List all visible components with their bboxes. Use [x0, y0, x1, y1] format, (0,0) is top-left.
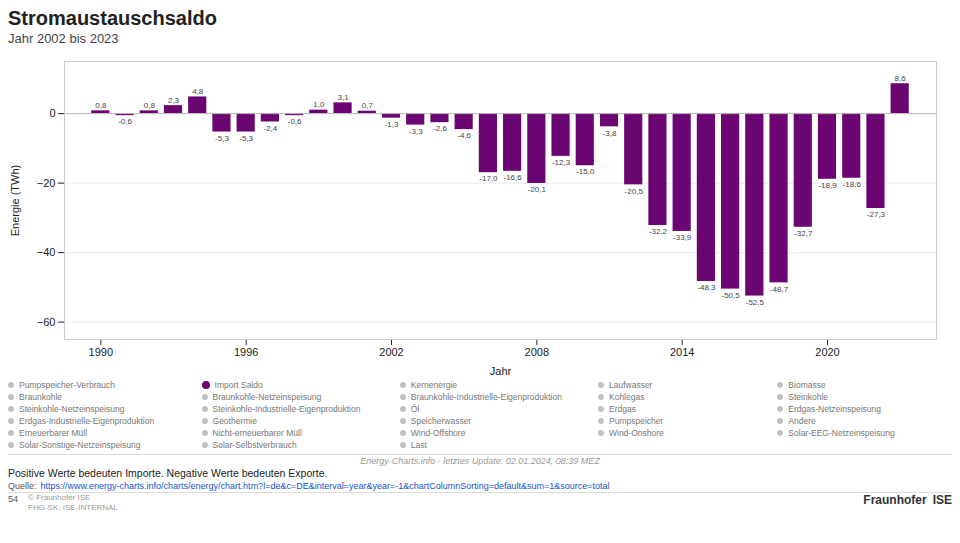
svg-text:-5,3: -5,3: [239, 134, 253, 143]
svg-text:-3,3: -3,3: [409, 127, 423, 136]
svg-text:−20: −20: [37, 177, 56, 189]
html-text:Kernenergie: Kernenergie: [410, 380, 458, 390]
html-text:Biomasse: Biomasse: [788, 380, 826, 390]
svg-text:8,6: 8,6: [895, 74, 907, 83]
svg-text:-20,1: -20,1: [528, 185, 547, 194]
html-text:Laufwasser: Laufwasser: [609, 380, 653, 390]
html-text:Import Saldo: Import Saldo: [214, 380, 263, 390]
html-text:ISE: ISE: [932, 493, 952, 507]
svg-text:-5,3: -5,3: [215, 134, 229, 143]
svg-text:3,1: 3,1: [337, 93, 349, 102]
svg-text:1990: 1990: [89, 346, 113, 358]
svg-text:-1,3: -1,3: [385, 120, 399, 129]
html-text:Positive Werte bedeuten Import: Positive Werte bedeuten Importe. Negativ…: [8, 467, 328, 479]
html-text:Pumpspeicher-Verbrauch: Pumpspeicher-Verbrauch: [19, 380, 115, 390]
svg-text:1,0: 1,0: [313, 100, 325, 109]
svg-text:-50,5: -50,5: [721, 291, 740, 300]
svg-text:-32,2: -32,2: [649, 227, 668, 236]
html-text:Braunkohle-Netzeinspeisung: Braunkohle-Netzeinspeisung: [212, 392, 322, 402]
html-text:Quelle: https://www.energy-cha: Quelle: https://www.energy-charts.info/c…: [8, 481, 610, 491]
svg-text:0: 0: [49, 107, 55, 119]
html-text:Braunkohle: Braunkohle: [19, 392, 62, 402]
svg-text:-3,8: -3,8: [603, 129, 617, 138]
svg-text:-2,6: -2,6: [433, 124, 447, 133]
html-text:Andere: Andere: [788, 416, 816, 426]
html-text:Öl: Öl: [410, 404, 420, 414]
html-text:Stromaustauschsaldo: Stromaustauschsaldo: [8, 7, 217, 29]
svg-text:1996: 1996: [234, 346, 258, 358]
svg-text:-0,6: -0,6: [118, 117, 132, 126]
html-text:Last: Last: [410, 440, 427, 450]
html-text:Solar-EEG-Netzeinspeisung: Solar-EEG-Netzeinspeisung: [788, 428, 895, 438]
svg-text:-48,3: -48,3: [697, 283, 716, 292]
svg-text:2008: 2008: [525, 346, 549, 358]
html-text:Erdgas: Erdgas: [609, 404, 636, 414]
svg-text:-33,9: -33,9: [673, 233, 692, 242]
html-text:Speicherwasser: Speicherwasser: [410, 416, 472, 426]
html-text:Erdgas-Industrielle-Eigenprodu: Erdgas-Industrielle-Eigenproduktion: [19, 416, 155, 426]
svg-text:4,8: 4,8: [192, 87, 204, 96]
html-text:Wind-Onshore: Wind-Onshore: [609, 428, 664, 438]
html-text:Fraunhofer: Fraunhofer: [863, 493, 927, 507]
svg-text:-4,6: -4,6: [457, 131, 471, 140]
html-text:Steinkohle-Industrielle-Eigenp: Steinkohle-Industrielle-Eigenproduktion: [212, 404, 361, 414]
html-text:Energy-Charts.info - letztes U: Energy-Charts.info - letztes Update: 02.…: [360, 456, 600, 466]
html-text:Steinkohle: Steinkohle: [788, 392, 828, 402]
svg-text:Energie (TWh): Energie (TWh): [9, 165, 21, 237]
svg-text:0,7: 0,7: [362, 101, 374, 110]
html-text:Braunkohle-Industrielle-Eigenp: Braunkohle-Industrielle-Eigenproduktion: [410, 392, 562, 402]
html-text:Steinkohle-Netzeinspeisung: Steinkohle-Netzeinspeisung: [19, 404, 125, 414]
svg-text:Jahr: Jahr: [490, 365, 512, 377]
html-text:Jahr 2002 bis 2023: Jahr 2002 bis 2023: [8, 31, 119, 46]
html-text:Geothermie: Geothermie: [212, 416, 257, 426]
svg-text:-16,6: -16,6: [503, 173, 522, 182]
svg-text:−60: −60: [37, 316, 56, 328]
svg-text:-17,0: -17,0: [479, 174, 498, 183]
svg-text:-18,6: -18,6: [843, 180, 862, 189]
svg-text:-20,5: -20,5: [625, 187, 644, 196]
html-text:Erneuerbarer Müll: Erneuerbarer Müll: [19, 428, 87, 438]
html-text:© Fraunhofer ISE: © Fraunhofer ISE: [28, 493, 91, 502]
html-text:Wind-Offshore: Wind-Offshore: [410, 428, 466, 438]
svg-text:2002: 2002: [379, 346, 403, 358]
html-text:Solar-Sonstige-Netzeinspeisung: Solar-Sonstige-Netzeinspeisung: [19, 440, 141, 450]
svg-text:-27,3: -27,3: [867, 210, 886, 219]
svg-text:2020: 2020: [815, 346, 839, 358]
svg-text:-15,0: -15,0: [576, 167, 595, 176]
svg-text:-2,4: -2,4: [263, 124, 277, 133]
svg-text:2,3: 2,3: [168, 96, 180, 105]
html-text:Pumpspeicher: Pumpspeicher: [609, 416, 664, 426]
html-text:54: 54: [8, 494, 18, 504]
html-text:Solar-Selbstverbrauch: Solar-Selbstverbrauch: [212, 440, 297, 450]
svg-text:0,8: 0,8: [95, 101, 107, 110]
svg-text:-18,9: -18,9: [818, 181, 837, 190]
svg-text:-52,5: -52,5: [746, 298, 765, 307]
html-text:FHG-SK: ISE-INTERNAL: FHG-SK: ISE-INTERNAL: [28, 503, 118, 512]
svg-text:2014: 2014: [670, 346, 694, 358]
html-text:Erdgas-Netzeinspeisung: Erdgas-Netzeinspeisung: [788, 404, 881, 414]
svg-text:-48,7: -48,7: [770, 285, 789, 294]
html-text:Kohlegas: Kohlegas: [609, 392, 645, 402]
svg-text:-0,6: -0,6: [288, 117, 302, 126]
svg-text:−40: −40: [37, 246, 56, 258]
html-text:Nicht-erneuerbarer Müll: Nicht-erneuerbarer Müll: [212, 428, 302, 438]
svg-text:-32,7: -32,7: [794, 229, 813, 238]
svg-text:-12,3: -12,3: [552, 158, 571, 167]
svg-text:0,8: 0,8: [144, 101, 156, 110]
